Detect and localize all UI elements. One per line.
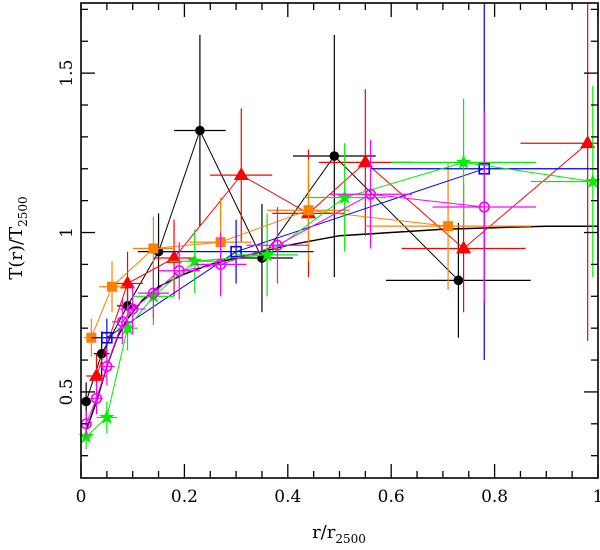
- data-point: [443, 221, 454, 232]
- data-point: [214, 258, 227, 271]
- data-point: [357, 154, 373, 168]
- series-line: [96, 142, 589, 377]
- data-point: [478, 201, 490, 213]
- y-tick-label: 1: [57, 227, 77, 238]
- y-axis-label: T(r)/T2500: [6, 196, 30, 279]
- tick-labels: 0 0.2 0.4 0.6 0.8 1 0.5 1 1.5: [57, 60, 600, 507]
- x-tick-label: 0.6: [378, 487, 405, 507]
- series-layer: [78, 3, 600, 450]
- data-point: [147, 287, 159, 299]
- data-point: [96, 348, 107, 359]
- data-point: [585, 173, 600, 188]
- data-point: [271, 239, 284, 251]
- series-line: [90, 209, 449, 338]
- series-line: [85, 193, 485, 424]
- data-point: [456, 240, 472, 254]
- data-point: [187, 253, 203, 268]
- x-tick-label: 0.4: [274, 487, 301, 507]
- data-point: [303, 205, 314, 216]
- data-point: [230, 245, 242, 258]
- data-point: [364, 188, 377, 200]
- series-line: [106, 168, 485, 339]
- data-point: [107, 281, 118, 292]
- data-point: [195, 125, 205, 136]
- data-point: [116, 316, 128, 328]
- model-curve-layer: [85, 225, 598, 431]
- data-point: [580, 135, 596, 149]
- data-point: [89, 367, 105, 381]
- x-tick-label: 0: [76, 487, 87, 507]
- x-tick-label: 1: [593, 487, 600, 507]
- model-curve: [85, 225, 598, 431]
- x-tick-label: 0.8: [481, 487, 508, 507]
- data-point: [119, 320, 136, 335]
- y-tick-label: 1.5: [57, 60, 77, 87]
- data-point: [120, 275, 136, 289]
- series-circle-open: [80, 111, 536, 437]
- data-point: [101, 331, 113, 344]
- y-tick-label: 0.5: [57, 378, 77, 405]
- data-point: [101, 360, 113, 373]
- data-point: [173, 265, 185, 277]
- data-point: [166, 250, 182, 263]
- series-circle-filled: [81, 34, 531, 421]
- data-point: [99, 409, 115, 424]
- data-point: [329, 151, 340, 161]
- data-point: [90, 392, 103, 404]
- x-tick-label: 0.2: [171, 487, 198, 507]
- data-point: [81, 396, 91, 407]
- data-point: [233, 167, 249, 181]
- data-point: [337, 189, 353, 204]
- series-line: [85, 129, 459, 402]
- data-point: [456, 154, 472, 169]
- axis-ticks: [80, 3, 599, 478]
- series-square-filled: [83, 159, 531, 357]
- data-point: [259, 246, 275, 262]
- x-axis-label: r/r2500: [312, 522, 366, 546]
- data-point: [127, 303, 139, 315]
- data-point: [453, 275, 464, 286]
- data-point: [148, 243, 159, 254]
